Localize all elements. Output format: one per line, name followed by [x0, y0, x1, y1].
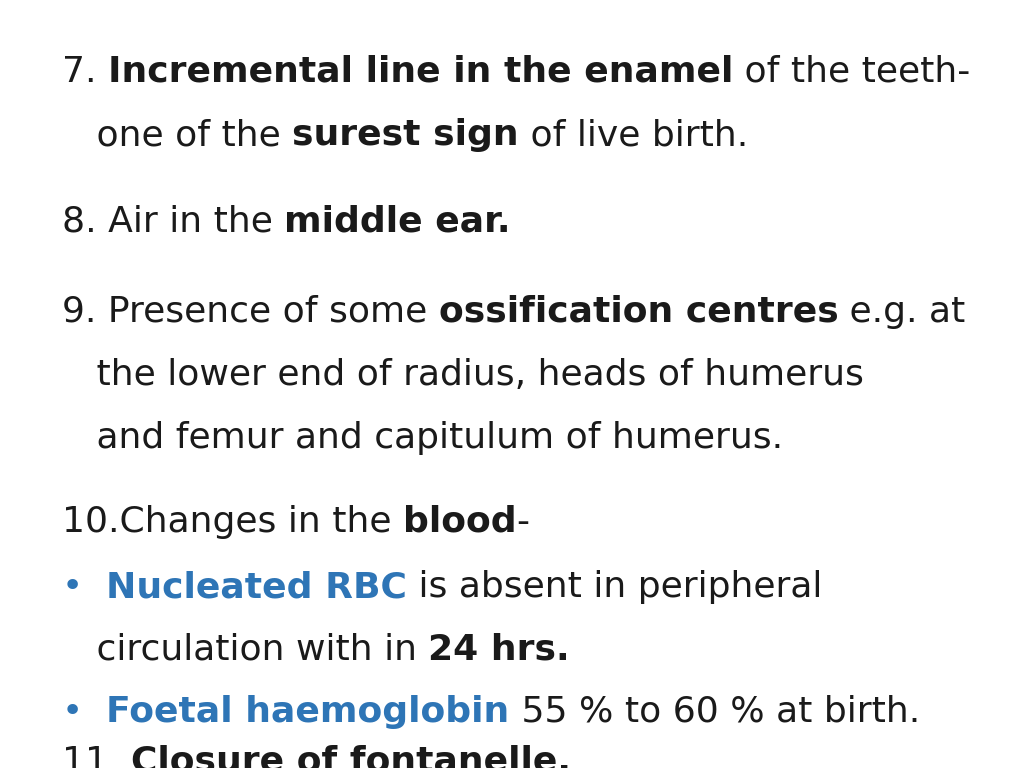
Text: e.g. at: e.g. at	[839, 295, 966, 329]
Text: middle ear.: middle ear.	[285, 205, 511, 239]
Text: the lower end of radius, heads of humerus: the lower end of radius, heads of humeru…	[62, 358, 864, 392]
Text: 24 hrs.: 24 hrs.	[428, 633, 570, 667]
Text: surest sign: surest sign	[292, 118, 519, 152]
Text: and femur and capitulum of humerus.: and femur and capitulum of humerus.	[62, 421, 783, 455]
Text: is absent in peripheral: is absent in peripheral	[408, 570, 822, 604]
Text: 8. Air in the: 8. Air in the	[62, 205, 285, 239]
Text: blood: blood	[403, 505, 517, 539]
Text: Foetal haemoglobin: Foetal haemoglobin	[106, 695, 510, 729]
Text: •: •	[62, 570, 106, 604]
Text: Closure of fontanelle.: Closure of fontanelle.	[131, 745, 571, 768]
Text: circulation with in: circulation with in	[62, 633, 428, 667]
Text: 55 % to 60 % at birth.: 55 % to 60 % at birth.	[510, 695, 920, 729]
Text: •: •	[62, 695, 106, 729]
Text: one of the: one of the	[62, 118, 292, 152]
Text: 11.: 11.	[62, 745, 131, 768]
Text: Incremental line in the enamel: Incremental line in the enamel	[108, 55, 733, 89]
Text: of the teeth-: of the teeth-	[733, 55, 971, 89]
Text: ossification centres: ossification centres	[438, 295, 839, 329]
Text: 9. Presence of some: 9. Presence of some	[62, 295, 438, 329]
Text: 7.: 7.	[62, 55, 108, 89]
Text: Nucleated RBC: Nucleated RBC	[106, 570, 408, 604]
Text: -: -	[517, 505, 529, 539]
Text: 10.Changes in the: 10.Changes in the	[62, 505, 403, 539]
Text: of live birth.: of live birth.	[519, 118, 749, 152]
